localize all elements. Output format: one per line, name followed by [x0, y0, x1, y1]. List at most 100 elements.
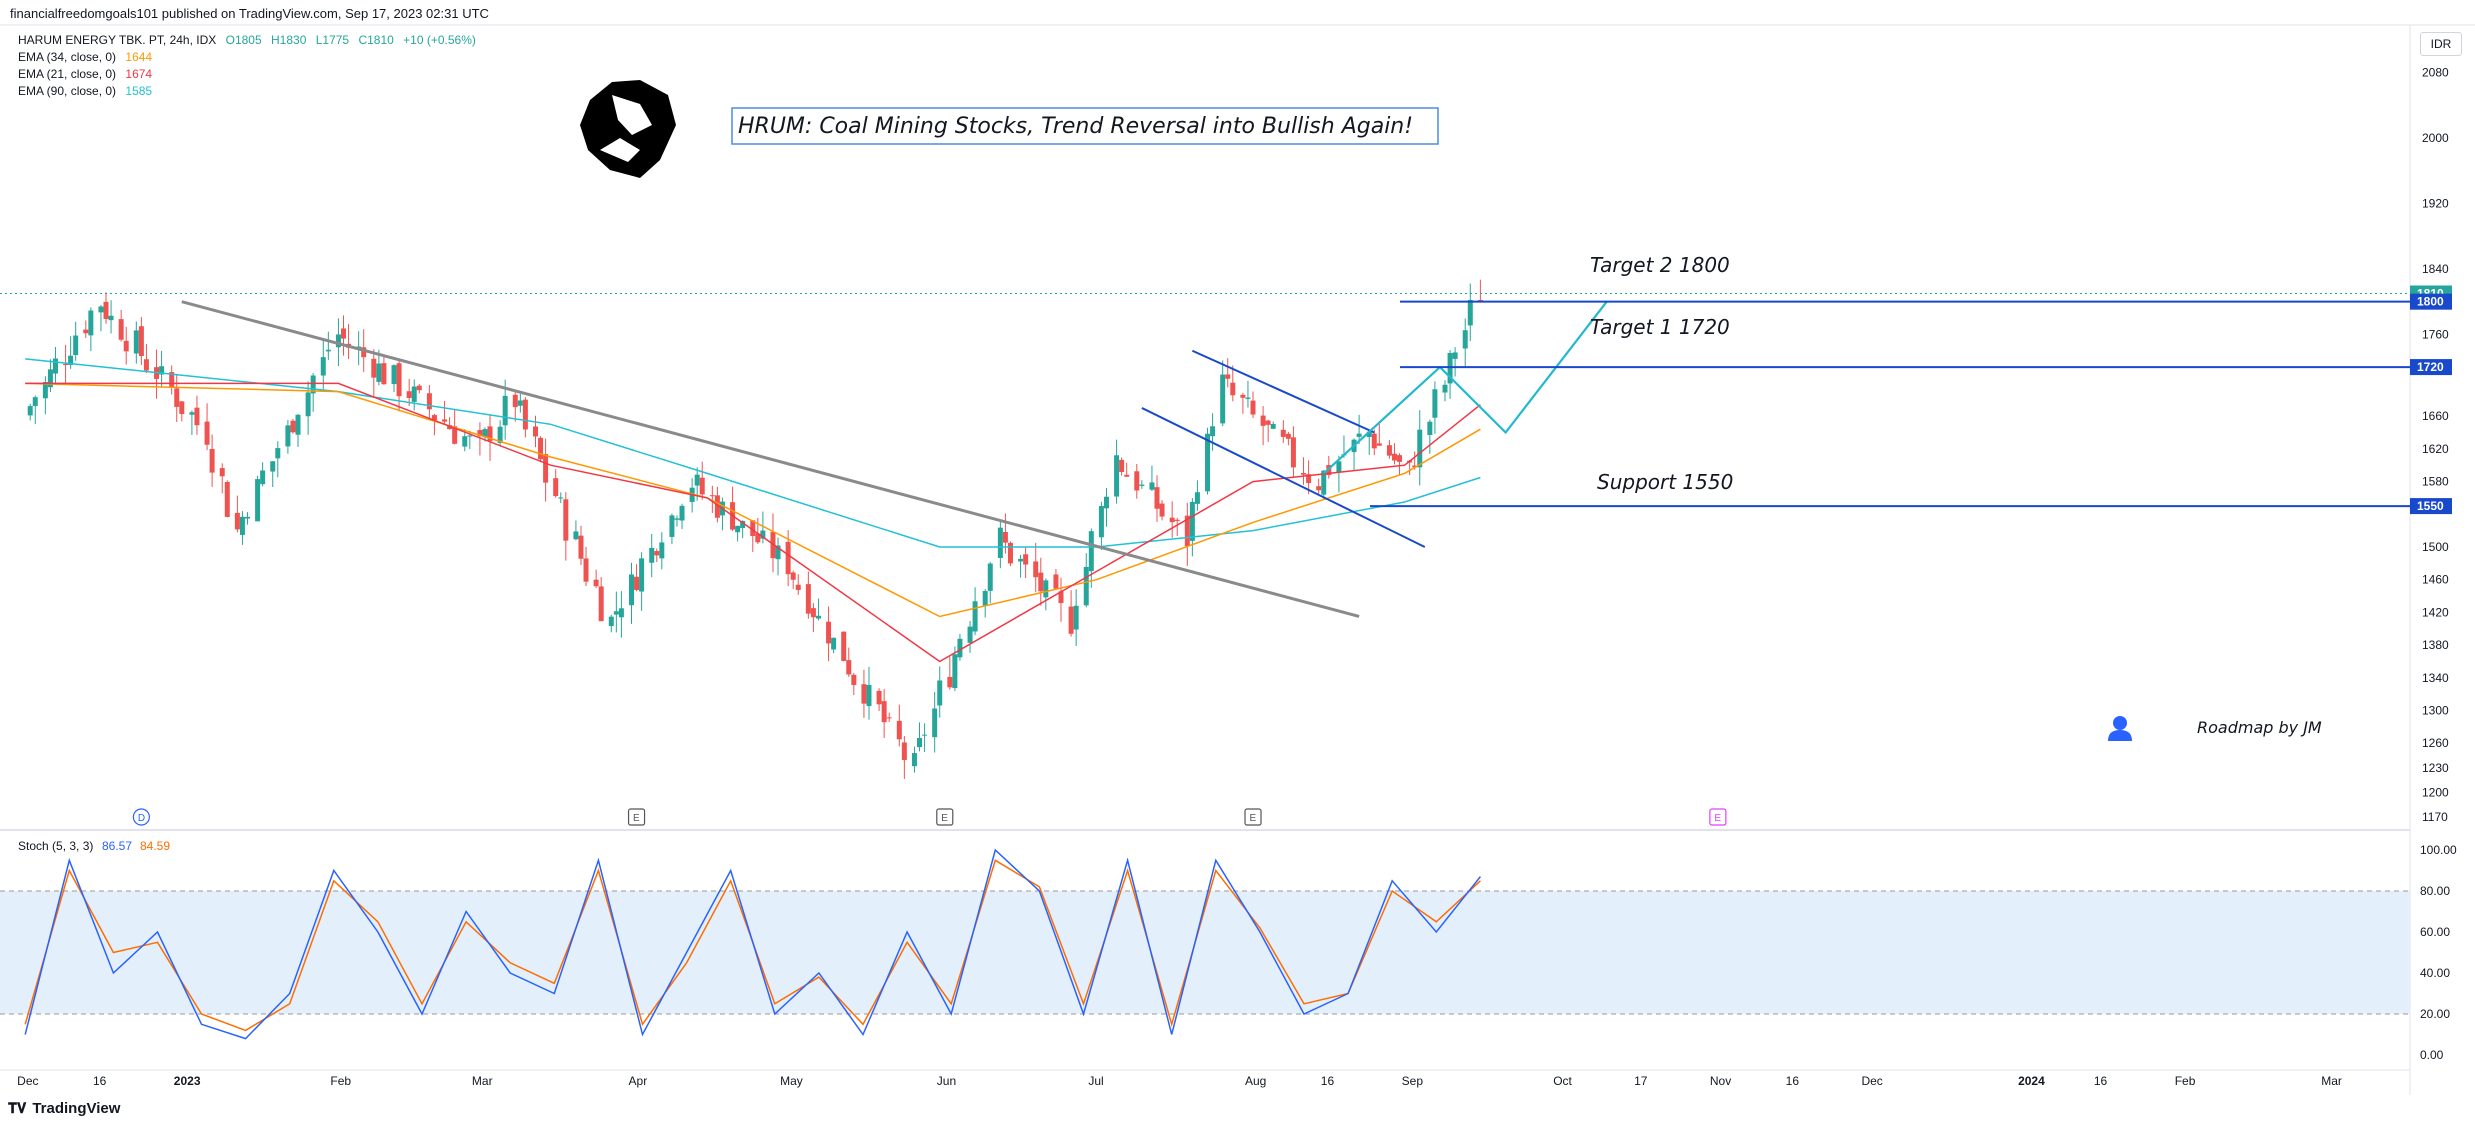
candle-body [27, 406, 33, 416]
candle-body [391, 365, 397, 385]
candle-body [118, 319, 124, 340]
candle-body [649, 547, 655, 563]
candle-body [255, 479, 261, 522]
title-box[interactable] [731, 107, 1439, 145]
candle-body [1417, 429, 1423, 468]
symbol-legend: HARUM ENERGY TBK. PT, 24h, IDX O1805 H18… [18, 33, 476, 47]
candle-body [1391, 453, 1397, 461]
time-tick-label: Oct [1553, 1074, 1572, 1088]
candle-body [1265, 420, 1271, 425]
candle-body [1043, 580, 1049, 598]
price-badge [2410, 498, 2452, 515]
candle-body [103, 301, 109, 319]
ema90-legend: EMA (90, close, 0) 1585 [18, 84, 152, 98]
candle-body [477, 430, 483, 437]
candle-body [1073, 605, 1079, 630]
candle-body [270, 461, 276, 472]
time-tick-label: 17 [1634, 1074, 1648, 1088]
earnings-marker[interactable] [1709, 808, 1727, 826]
candle-body [224, 481, 230, 517]
candle-body [1205, 433, 1211, 492]
candle-body [598, 586, 604, 622]
candle-body [634, 576, 640, 590]
ema21-line [25, 382, 1481, 663]
tradingview-logo[interactable]: 𝐓𝐕 TradingView [8, 1100, 120, 1117]
ema34-legend: EMA (34, close, 0) 1644 [18, 50, 152, 64]
candle-body [340, 328, 346, 339]
candle-body [543, 454, 549, 483]
candle-body [861, 684, 867, 704]
time-tick-label: Aug [1245, 1074, 1266, 1088]
candle-body [957, 638, 963, 658]
ema90-value: 1585 [125, 84, 153, 98]
channel-lower-line[interactable] [1141, 407, 1426, 548]
candle-body [290, 420, 296, 433]
candle-body [63, 364, 69, 366]
candle-body [1114, 455, 1120, 497]
candle-body [275, 448, 281, 459]
price-tick-label: 2000 [2422, 131, 2449, 145]
price-tick-label: 1300 [2422, 704, 2449, 718]
candle-body [169, 372, 175, 388]
earnings-marker[interactable] [627, 808, 646, 826]
event-marker-label: E [941, 813, 948, 824]
ema90-label: EMA (90, close, 0) [18, 84, 117, 98]
ema34-label: EMA (34, close, 0) [18, 50, 117, 64]
candle-body [295, 414, 301, 435]
currency-button[interactable]: IDR [2420, 32, 2462, 56]
earnings-marker[interactable] [936, 808, 954, 826]
candle-body [325, 349, 331, 352]
candle-body [538, 437, 544, 460]
candle-body [851, 674, 857, 685]
open-value: O1805 [225, 33, 262, 47]
candles-layer [27, 279, 1483, 779]
channel-upper-line[interactable] [1191, 349, 1375, 434]
candle-body [553, 478, 559, 497]
candle-body [760, 530, 766, 539]
stoch-d-value: 84.59 [140, 839, 170, 853]
stoch-axis: 100.00 80.00 60.00 40.00 20.00 0.00 [2420, 843, 2457, 1062]
candle-body [1210, 426, 1216, 437]
price-tick-label: 1170 [2422, 810, 2448, 824]
downtrend-line[interactable] [181, 300, 1360, 618]
candle-body [83, 329, 89, 334]
candle-body [204, 421, 210, 445]
price-tick-label: 1660 [2422, 409, 2449, 423]
time-tick-label: 2023 [174, 1074, 201, 1088]
time-tick-label: Mar [2321, 1074, 2342, 1088]
candle-body [1038, 572, 1044, 592]
user-icon[interactable] [2108, 716, 2132, 741]
candle-body [98, 306, 104, 313]
time-tick-label: 16 [2094, 1074, 2108, 1088]
candle-body [442, 419, 448, 422]
event-marker-label: D [138, 813, 145, 824]
price-tick-label: 1620 [2422, 442, 2449, 456]
candle-body [52, 358, 58, 374]
candle-body [997, 527, 1003, 558]
candle-body [679, 505, 685, 521]
candle-body [1169, 517, 1175, 523]
earnings-marker[interactable] [1244, 808, 1262, 826]
candle-body [563, 499, 569, 541]
candle-body [1356, 433, 1362, 437]
candle-body [189, 412, 195, 415]
candle-body [573, 531, 579, 540]
candle-body [1230, 382, 1236, 396]
tradingview-brand: TradingView [32, 1100, 121, 1117]
candle-body [447, 425, 453, 430]
ema21-label: EMA (21, close, 0) [18, 67, 117, 81]
price-tick-label: 1580 [2422, 475, 2449, 489]
candle-body [1088, 531, 1094, 572]
candle-body [1225, 374, 1231, 379]
candle-body [876, 690, 882, 705]
candle-body [1397, 455, 1403, 462]
candle-body [1154, 487, 1160, 509]
support-label: Support 1550 [1597, 470, 1733, 494]
time-tick-label: Sep [1402, 1074, 1424, 1088]
dividend-marker[interactable] [132, 808, 150, 826]
candle-body [88, 310, 94, 336]
candle-body [795, 584, 801, 590]
